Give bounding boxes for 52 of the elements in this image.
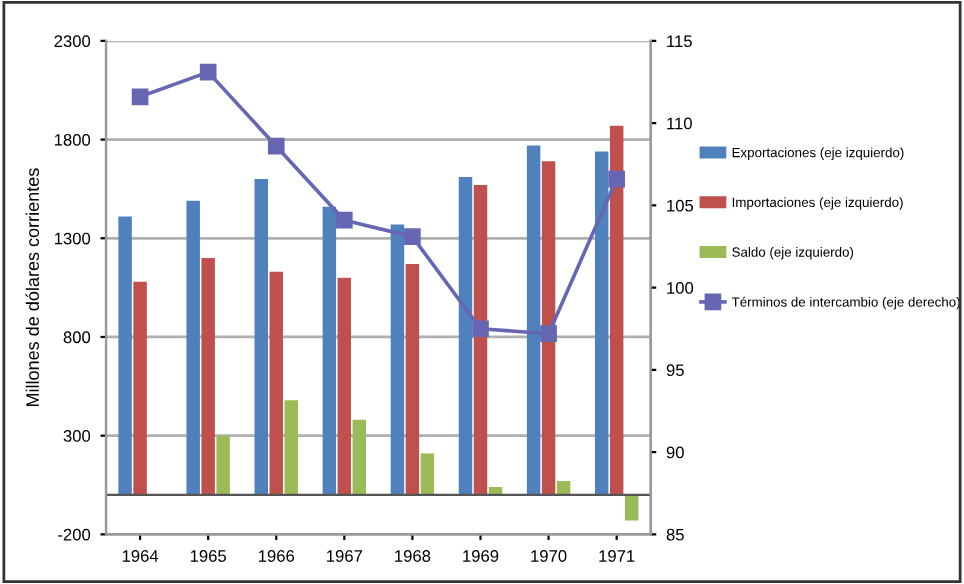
x-tick-label: 1969 [463,550,499,562]
bar [118,216,132,495]
bar [201,258,215,495]
y2-tick-label: 95 [666,364,684,377]
point [404,228,421,245]
point [472,320,489,338]
bar [420,453,435,495]
x-tick-label: 1967 [327,550,363,562]
y-tick-label: 1800 [54,133,91,146]
x-tick-label: 1964 [122,550,159,562]
point [267,137,285,155]
point [335,211,353,229]
y2-tick-label: 100 [667,282,694,294]
x-tick-label: 1971 [599,550,635,562]
bar [269,271,283,495]
bar [624,494,639,521]
bar [322,206,337,495]
y2-tick-label: 110 [667,117,692,130]
x-tick-label: 1970 [531,550,567,562]
bar [186,200,200,495]
bar [284,400,298,495]
bar [133,281,147,495]
bar [556,481,571,495]
point [131,88,149,106]
point [540,325,557,343]
y2-tick-label: 115 [667,35,692,48]
bar [390,224,405,495]
y-tick-label: 300 [63,430,91,442]
x-tick-label: 1968 [395,550,431,562]
point [608,170,625,188]
bar [352,419,367,495]
point [199,63,217,81]
x-tick-label: 1966 [258,550,295,562]
y2-tick-label: 105 [667,199,694,212]
x-tick-label: 1965 [190,550,227,562]
y-tick-label: 800 [63,331,91,344]
bar [405,263,420,495]
bar [473,184,488,495]
bar [254,179,269,495]
bar [337,277,352,495]
bar [526,145,541,495]
bar [541,161,556,495]
y-tick-label: 2300 [54,35,91,48]
bar [609,125,624,495]
bar [458,177,473,495]
bar [594,151,609,495]
y-tick-label: -200 [58,528,91,541]
bar [216,435,230,495]
y-tick-label: 1300 [54,232,91,245]
y2-tick-label: 85 [666,528,684,541]
y-axis-title: Millones de dólares corrientes [25,168,40,407]
y2-tick-label: 90 [666,446,684,459]
